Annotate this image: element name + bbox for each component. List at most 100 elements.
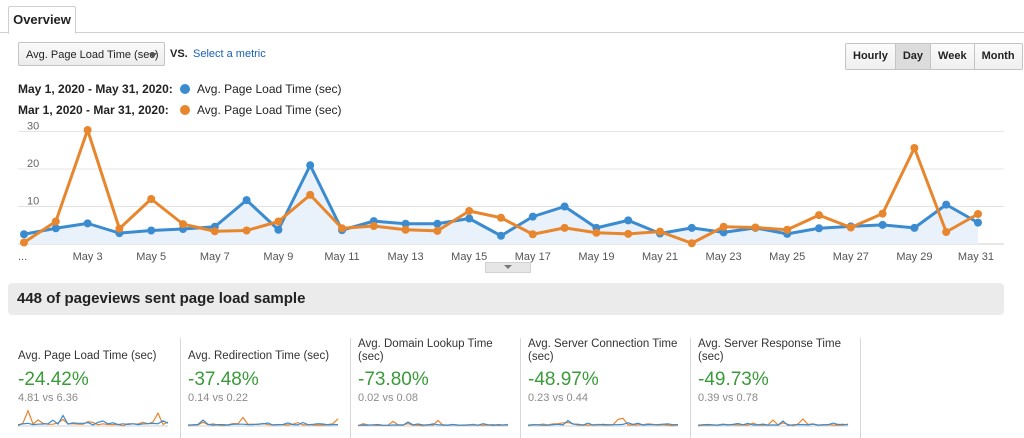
metric-card[interactable]: Avg. Redirection Time (sec) -37.48% 0.14… (180, 338, 350, 438)
x-tick-label: May 23 (706, 251, 742, 263)
legend-dot-current[interactable] (180, 84, 190, 94)
data-point-current[interactable] (560, 202, 569, 211)
data-point-current[interactable] (719, 228, 728, 237)
week-button[interactable]: Week (930, 44, 974, 69)
data-point-previous[interactable] (465, 207, 474, 215)
data-point-previous[interactable] (83, 126, 92, 134)
data-point-current[interactable] (687, 223, 696, 232)
data-point-current[interactable] (306, 161, 315, 170)
metric-card-change: -49.73% (698, 369, 769, 390)
day-button[interactable]: Day (894, 44, 931, 69)
divider (860, 338, 861, 438)
data-point-current[interactable] (401, 219, 410, 228)
data-point-previous[interactable] (274, 217, 283, 226)
x-tick-label: ... (18, 251, 27, 263)
data-point-previous[interactable] (656, 227, 664, 236)
data-point-previous[interactable] (306, 190, 315, 199)
data-point-previous[interactable] (624, 229, 633, 238)
data-point-current[interactable] (528, 212, 537, 221)
x-tick-label: May 19 (578, 251, 614, 263)
summary-bar: 448 of pageviews sent page load sample (8, 283, 1004, 315)
data-point-previous[interactable] (147, 195, 156, 203)
data-point-previous[interactable] (687, 239, 696, 248)
data-point-current[interactable] (878, 220, 887, 229)
data-point-previous[interactable] (115, 224, 124, 233)
data-point-current[interactable] (20, 230, 28, 239)
select-metric-link[interactable]: Select a metric (193, 48, 266, 60)
data-point-previous[interactable] (401, 225, 410, 234)
data-point-previous[interactable] (528, 230, 537, 239)
data-point-previous[interactable] (815, 211, 823, 220)
metric-cards: Avg. Page Load Time (sec) -24.42% 4.81 v… (10, 338, 870, 438)
data-point-previous[interactable] (51, 217, 60, 226)
data-point-current[interactable] (51, 224, 60, 233)
sparkline-series (358, 421, 509, 427)
x-tick-label: May 11 (324, 251, 359, 263)
data-point-current[interactable] (83, 219, 92, 228)
sparkline-series (698, 420, 849, 426)
metric-card-change: -48.97% (528, 369, 599, 390)
divider (180, 338, 181, 438)
metric-card-change: -73.80% (358, 369, 429, 390)
x-tick-label: May 5 (136, 251, 166, 263)
data-point-current[interactable] (242, 196, 251, 205)
data-point-previous[interactable] (338, 224, 346, 233)
vs-label: VS. (170, 48, 188, 60)
x-tick-label: May 13 (388, 251, 424, 263)
data-point-current[interactable] (147, 226, 156, 235)
hourly-button[interactable]: Hourly (846, 44, 895, 69)
y-tick-label: 20 (27, 158, 39, 170)
data-point-previous[interactable] (242, 226, 251, 235)
data-point-previous[interactable] (592, 228, 601, 237)
data-point-current[interactable] (624, 216, 633, 225)
data-point-current[interactable] (497, 231, 505, 240)
sparkline (528, 417, 679, 427)
data-point-previous[interactable] (878, 209, 887, 218)
legend-range: May 1, 2020 - May 31, 2020: (18, 82, 173, 96)
tab-bar: Overview (0, 0, 1024, 34)
x-tick-label: May 7 (200, 251, 230, 263)
data-point-current[interactable] (274, 225, 283, 234)
sparkline-series (188, 419, 338, 426)
data-point-previous[interactable] (433, 226, 442, 235)
metric-card[interactable]: Avg. Page Load Time (sec) -24.42% 4.81 v… (10, 338, 180, 438)
divider (690, 338, 691, 438)
data-point-current[interactable] (433, 219, 442, 228)
period-toggle: Hourly Day Week Month (845, 43, 1023, 70)
divider (350, 338, 351, 438)
metric-card[interactable]: Avg. Server Connection Time (sec) -48.97… (520, 338, 690, 438)
data-point-current[interactable] (910, 223, 919, 232)
data-point-previous[interactable] (369, 222, 378, 230)
series-line-current[interactable] (23, 163, 979, 238)
metric-card[interactable]: Avg. Domain Lookup Time (sec) -73.80% 0.… (350, 338, 520, 438)
month-button[interactable]: Month (973, 44, 1022, 69)
metric-card-label: Avg. Server Connection Time (sec) (528, 338, 678, 363)
data-point-current[interactable] (942, 200, 951, 209)
data-point-previous[interactable] (719, 222, 728, 231)
legend-dot-previous[interactable] (180, 105, 190, 115)
line-chart[interactable]: 10 20 30... May 3 May 5 May 7 May 9 May 11 May 1… (0, 118, 1010, 264)
x-tick-label: May 27 (833, 251, 869, 263)
chart-resize-handle[interactable] (485, 262, 531, 273)
data-point-previous[interactable] (179, 220, 187, 229)
data-point-previous[interactable] (20, 238, 28, 247)
data-point-previous[interactable] (560, 223, 569, 232)
data-point-previous[interactable] (210, 227, 219, 236)
metric-dropdown[interactable]: Avg. Page Load Time (sec) (18, 42, 165, 66)
data-point-previous[interactable] (910, 144, 919, 152)
data-point-previous[interactable] (942, 228, 951, 236)
data-point-previous[interactable] (974, 210, 982, 218)
data-point-current[interactable] (815, 224, 823, 233)
metric-card[interactable]: Avg. Server Response Time (sec) -49.73% … (690, 338, 860, 438)
data-point-current[interactable] (974, 218, 982, 227)
sparkline-series (18, 414, 169, 426)
metric-card-change: -24.42% (18, 369, 89, 390)
data-point-previous[interactable] (751, 223, 760, 232)
data-point-previous[interactable] (846, 223, 855, 232)
y-tick-label: 30 (27, 121, 39, 133)
data-point-previous[interactable] (497, 213, 505, 222)
tab-overview[interactable]: Overview (8, 6, 76, 34)
data-point-current[interactable] (465, 214, 474, 223)
summary-title: 448 of pageviews sent page load sample (17, 290, 306, 307)
data-point-previous[interactable] (783, 225, 792, 234)
